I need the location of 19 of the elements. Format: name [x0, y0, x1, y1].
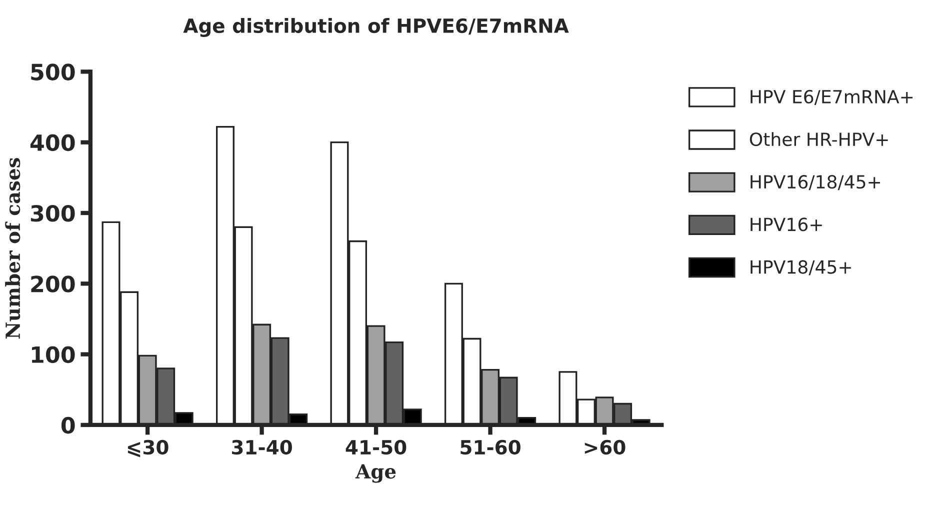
legend-label: HPV16/18/45+ [750, 175, 880, 190]
chart-title: Age distribution of HPVE6/E7mRNA [183, 18, 569, 37]
x-tick-label: 41-50 [346, 440, 406, 455]
legend-label: HPV16+ [750, 218, 822, 232]
legend-label: HPV E6/E7mRNA+ [750, 90, 913, 105]
x-tick-label: 31-40 [232, 440, 292, 455]
x-tick-label: 51-60 [460, 440, 520, 455]
y-tick-label: 200 [31, 276, 75, 292]
x-tick-label: ⩽30 [128, 440, 168, 458]
x-axis-title: Age [355, 464, 396, 483]
y-tick-label: 300 [30, 204, 75, 222]
legend-label: Other HR-HPV+ [750, 132, 888, 146]
y-tick-label: 100 [32, 346, 75, 364]
y-tick-label: 0 [61, 416, 75, 434]
x-tick-label: >60 [584, 440, 626, 455]
y-axis-title: Number of cases [5, 158, 20, 339]
legend-label: HPV18/45+ [750, 260, 851, 276]
y-tick-label: 400 [30, 134, 75, 152]
y-tick-label: 500 [31, 64, 75, 80]
